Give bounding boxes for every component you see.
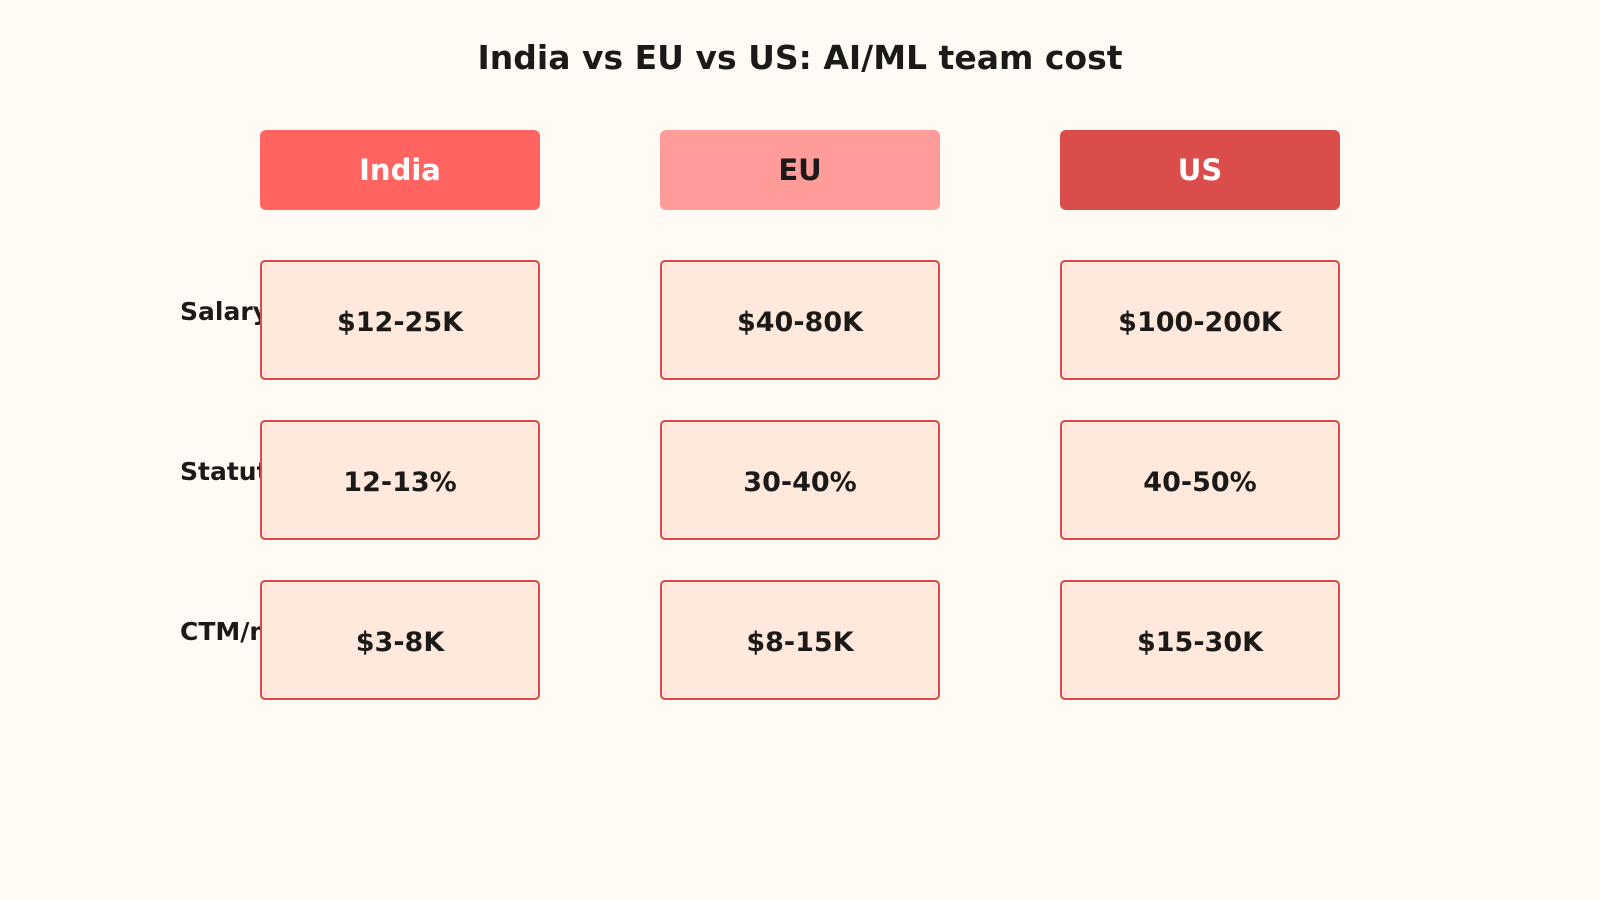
- cell-salary-us: $100-200K: [1060, 260, 1340, 380]
- cell-salary-india: $12-25K: [260, 260, 540, 380]
- cell-ctm-eu: $8-15K: [660, 580, 940, 700]
- cell-value: 40-50%: [1143, 466, 1257, 498]
- cell-statutory-us: 40-50%: [1060, 420, 1340, 540]
- cell-value: $3-8K: [355, 626, 445, 658]
- column-header-india: India: [260, 130, 540, 210]
- cell-ctm-us: $15-30K: [1060, 580, 1340, 700]
- cell-value: $8-15K: [746, 626, 854, 658]
- row-label-salary: Salary: [180, 297, 260, 326]
- cell-value: $12-25K: [336, 306, 464, 338]
- cell-value: $40-80K: [736, 306, 864, 338]
- cell-value: $100-200K: [1118, 306, 1282, 338]
- column-header-us: US: [1060, 130, 1340, 210]
- cell-statutory-india: 12-13%: [260, 420, 540, 540]
- cell-ctm-india: $3-8K: [260, 580, 540, 700]
- page-title: India vs EU vs US: AI/ML team cost: [477, 38, 1123, 77]
- row-label-statutory: Statutory: [180, 457, 260, 486]
- cell-value: 12-13%: [343, 466, 457, 498]
- row-label-ctm: CTM/mo: [180, 617, 260, 646]
- cell-value: $15-30K: [1136, 626, 1264, 658]
- cell-salary-eu: $40-80K: [660, 260, 940, 380]
- cell-statutory-eu: 30-40%: [660, 420, 940, 540]
- column-header-eu: EU: [660, 130, 940, 210]
- cell-value: 30-40%: [743, 466, 857, 498]
